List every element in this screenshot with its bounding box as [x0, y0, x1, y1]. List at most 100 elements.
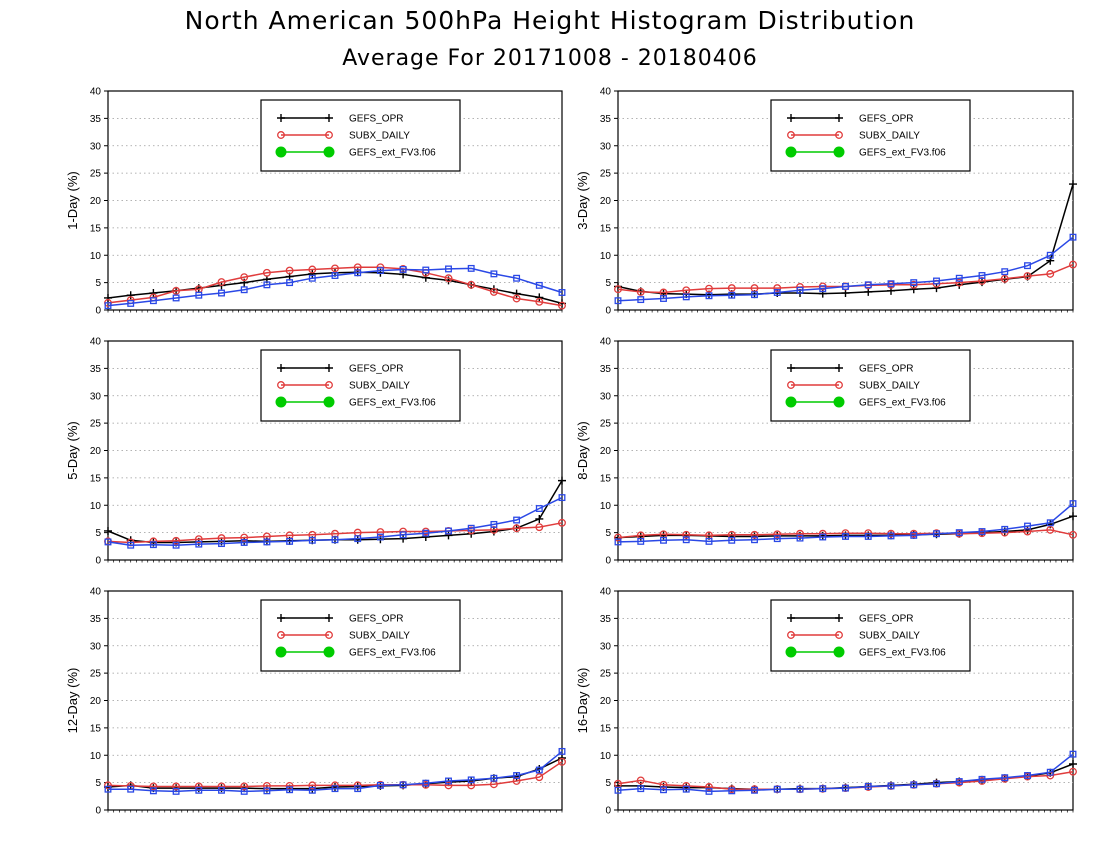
data-point [308, 265, 317, 274]
data-point [682, 536, 690, 544]
legend-marker [835, 114, 843, 122]
data-point [149, 289, 158, 298]
legend-marker [835, 631, 843, 639]
legend-marker [833, 646, 845, 658]
y-tick-label: 5 [95, 278, 101, 289]
y-tick-label: 30 [600, 641, 612, 652]
y-tick-label: 10 [90, 751, 102, 762]
data-series [614, 500, 1077, 546]
data-point [933, 277, 940, 285]
legend-label: SUBX_DAILY [859, 131, 920, 142]
data-point [932, 284, 941, 293]
data-point [796, 529, 804, 538]
data-point [705, 787, 713, 795]
data-point [751, 536, 758, 544]
data-point [444, 531, 453, 540]
data-point [558, 747, 566, 755]
legend-label: GEFS_ext_FV3.f06 [349, 398, 436, 409]
data-point [558, 757, 566, 766]
data-point [842, 533, 849, 540]
y-axis-label: 16-Day (%) [575, 668, 590, 734]
y-tick-label: 30 [90, 641, 102, 652]
data-point [422, 779, 430, 787]
data-point [240, 286, 248, 294]
data-point [445, 777, 452, 785]
legend-marker [785, 146, 797, 158]
legend-label: SUBX_DAILY [349, 131, 410, 142]
series-line [107, 267, 563, 307]
chart-title: North American 500hPa Height Histogram D… [184, 6, 916, 35]
legend-marker [787, 114, 795, 122]
data-point [751, 291, 758, 299]
legend-marker [325, 614, 333, 622]
data-point [490, 774, 498, 782]
data-point [513, 516, 521, 524]
y-tick-label: 0 [95, 806, 101, 817]
data-point [354, 785, 362, 793]
chart-panel: 0 5 10 15 20 25 30 35 40 5-Day (%) GEFS_OPR SUBX_DA… [65, 337, 566, 567]
data-point [1069, 512, 1077, 521]
data-point [195, 786, 203, 794]
data-point [263, 538, 271, 546]
legend: GEFS_OPR SUBX_DAILY GEFS_ext_FV3.f06 [770, 349, 971, 422]
series-line [107, 266, 563, 307]
data-point [773, 289, 781, 296]
data-series [614, 750, 1077, 795]
legend-label: GEFS_OPR [859, 364, 913, 375]
y-tick-label: 40 [90, 587, 102, 598]
data-point [910, 279, 918, 287]
data-point [535, 766, 543, 774]
data-point [1046, 768, 1054, 776]
legend-label: GEFS_OPR [859, 614, 913, 625]
legend-label: SUBX_DAILY [859, 381, 920, 392]
data-point [637, 296, 645, 304]
legend-label: SUBX_DAILY [349, 631, 410, 642]
data-point [535, 505, 543, 512]
data-point [308, 269, 317, 278]
legend-marker [277, 614, 285, 622]
chart-panel: 0 5 10 15 20 25 30 35 40 3-Day (%) GEFS_OPR SUBX_DA… [575, 87, 1077, 317]
data-point [614, 285, 622, 294]
data-point [1024, 262, 1031, 270]
data-point [194, 535, 203, 544]
y-tick-label: 5 [605, 278, 611, 289]
legend-marker [277, 131, 285, 139]
legend-marker [277, 381, 285, 389]
data-point [172, 541, 180, 549]
y-tick-label: 20 [90, 196, 102, 207]
y-tick-label: 40 [90, 87, 102, 98]
data-point [819, 785, 827, 793]
data-point [614, 538, 622, 546]
y-tick-label: 25 [600, 419, 612, 430]
data-point [728, 536, 736, 544]
data-point [512, 289, 521, 298]
data-point [535, 514, 544, 523]
legend-label: SUBX_DAILY [349, 381, 410, 392]
y-tick-label: 10 [600, 251, 612, 262]
y-tick-label: 25 [90, 169, 102, 180]
data-point [1046, 251, 1054, 259]
data-point [773, 535, 781, 543]
data-point [796, 286, 804, 294]
data-point [262, 268, 271, 277]
data-point [535, 281, 543, 289]
data-point [887, 280, 895, 288]
y-tick-label: 35 [90, 114, 102, 125]
data-point [955, 529, 963, 537]
y-tick-label: 40 [600, 587, 612, 598]
chart-subtitle: Average For 20171008 - 20180406 [342, 46, 758, 71]
y-tick-label: 30 [90, 391, 102, 402]
data-point [422, 529, 430, 537]
data-point [240, 539, 248, 546]
data-point [308, 274, 316, 282]
data-point [614, 786, 622, 794]
y-tick-label: 15 [90, 723, 102, 734]
y-tick-label: 5 [95, 778, 101, 789]
legend: GEFS_OPR SUBX_DAILY GEFS_ext_FV3.f06 [260, 349, 461, 422]
data-point [399, 531, 407, 539]
legend-label: GEFS_ext_FV3.f06 [859, 648, 946, 659]
data-point [490, 270, 498, 278]
series-line [617, 753, 1074, 793]
y-tick-label: 25 [600, 669, 612, 680]
